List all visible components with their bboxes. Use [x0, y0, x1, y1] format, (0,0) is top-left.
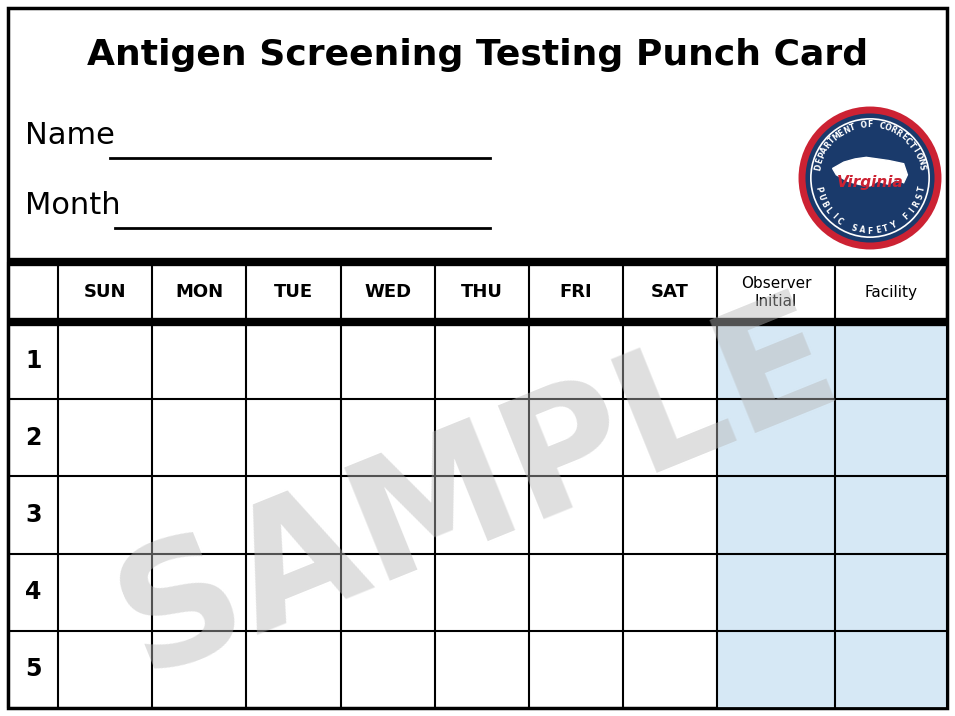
Text: Y: Y [889, 221, 898, 231]
Text: B: B [818, 199, 829, 208]
Text: I: I [830, 213, 838, 221]
Text: SUN: SUN [84, 283, 127, 301]
Text: 2: 2 [25, 426, 41, 450]
Text: L: L [823, 206, 834, 216]
Bar [835, 631, 947, 708]
Text: M: M [831, 131, 842, 142]
Text: 1: 1 [25, 349, 41, 372]
Text: THU: THU [461, 283, 502, 301]
Text: Antigen Screening Testing Punch Card: Antigen Screening Testing Punch Card [88, 38, 868, 72]
Text: I: I [911, 147, 920, 154]
Text: T: T [906, 140, 917, 150]
Text: N: N [842, 125, 852, 136]
Text: I: I [907, 207, 916, 215]
Text: Virginia: Virginia [837, 175, 903, 190]
Text: P: P [817, 151, 827, 160]
Text: F: F [902, 211, 911, 222]
Text: S: S [915, 193, 924, 200]
Text: R: R [911, 199, 922, 209]
Text: P: P [813, 185, 823, 193]
Text: O: O [883, 122, 892, 133]
Text: E: E [875, 226, 881, 236]
Text: Facility: Facility [864, 284, 918, 299]
Text: F: F [867, 226, 873, 236]
Text: S: S [917, 163, 927, 170]
Text: T: T [848, 123, 857, 133]
Text: Name: Name [25, 120, 115, 150]
Text: Observer: Observer [741, 276, 811, 291]
Text: R: R [823, 140, 834, 150]
Bar [717, 322, 835, 400]
Text: C: C [879, 121, 885, 131]
Text: 3: 3 [25, 503, 41, 527]
Text: 5: 5 [25, 657, 41, 682]
Bar [835, 476, 947, 553]
Bar [717, 476, 835, 553]
Text: C: C [835, 216, 845, 227]
Text: E: E [899, 132, 908, 142]
Text: FRI: FRI [560, 283, 592, 301]
Text: A: A [859, 226, 865, 236]
Text: C: C [902, 135, 913, 146]
Bar [835, 400, 947, 476]
Text: SAMPLE: SAMPLE [96, 273, 860, 707]
Text: N: N [915, 157, 925, 165]
Text: T: T [881, 223, 890, 233]
Text: SAT: SAT [651, 283, 689, 301]
Text: T: T [827, 136, 838, 146]
Bar [835, 322, 947, 400]
Bar [835, 553, 947, 631]
Bar [717, 553, 835, 631]
Text: E: E [815, 158, 825, 165]
Text: WED: WED [364, 283, 412, 301]
Text: S: S [850, 223, 859, 233]
Polygon shape [833, 158, 907, 186]
Circle shape [802, 110, 938, 246]
Text: O: O [913, 151, 923, 160]
Text: U: U [815, 192, 826, 201]
Text: Initial: Initial [754, 294, 797, 309]
Text: E: E [837, 128, 846, 138]
Text: O: O [860, 120, 868, 130]
Text: D: D [813, 163, 823, 171]
Text: R: R [889, 125, 898, 135]
Text: MON: MON [176, 283, 223, 301]
Text: Month: Month [25, 190, 120, 220]
Bar [717, 400, 835, 476]
Text: F: F [867, 120, 873, 130]
Text: 4: 4 [25, 580, 41, 604]
Text: R: R [894, 128, 903, 139]
Text: T: T [917, 185, 927, 193]
Text: TUE: TUE [274, 283, 313, 301]
Text: A: A [819, 145, 830, 155]
Bar [717, 631, 835, 708]
